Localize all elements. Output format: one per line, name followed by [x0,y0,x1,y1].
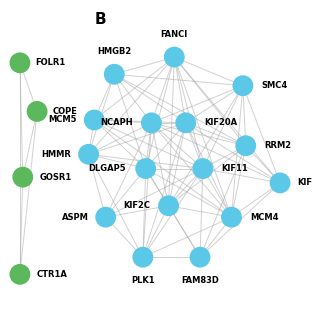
Circle shape [176,113,196,132]
Text: DLGAP5: DLGAP5 [88,164,126,173]
Text: FAM83D: FAM83D [181,276,219,285]
Text: SMC4: SMC4 [261,81,288,90]
Circle shape [233,76,252,95]
Circle shape [190,247,210,267]
Text: ASPM: ASPM [62,213,89,222]
Circle shape [105,65,124,84]
Text: FOLR1: FOLR1 [36,58,66,67]
Circle shape [133,247,153,267]
Text: KIF11: KIF11 [221,164,248,173]
Circle shape [79,145,98,164]
Text: B: B [94,12,106,27]
Circle shape [159,196,178,215]
Circle shape [13,167,33,187]
Text: HMMR: HMMR [42,150,71,159]
Text: NCAPH: NCAPH [100,118,133,127]
Circle shape [270,173,290,193]
Text: COPE: COPE [53,107,78,116]
Circle shape [142,113,161,132]
Text: FANCI: FANCI [161,29,188,38]
Text: GOSR1: GOSR1 [39,173,72,182]
Text: RRM2: RRM2 [264,141,292,150]
Text: KIF20A: KIF20A [204,118,237,127]
Circle shape [136,159,156,178]
Circle shape [236,136,255,156]
Text: CTR1A: CTR1A [36,270,68,279]
Text: MCM4: MCM4 [250,213,278,222]
Text: PLK1: PLK1 [131,276,155,285]
Circle shape [84,110,104,130]
Text: MCM5: MCM5 [49,116,77,124]
Text: KIF2C: KIF2C [123,201,150,210]
Circle shape [164,47,184,67]
Circle shape [10,265,30,284]
Text: KIF: KIF [297,178,312,188]
Text: HMGB2: HMGB2 [97,47,132,56]
Circle shape [96,207,116,227]
Circle shape [193,159,212,178]
Circle shape [28,102,47,121]
Circle shape [10,53,30,73]
Circle shape [222,207,241,227]
